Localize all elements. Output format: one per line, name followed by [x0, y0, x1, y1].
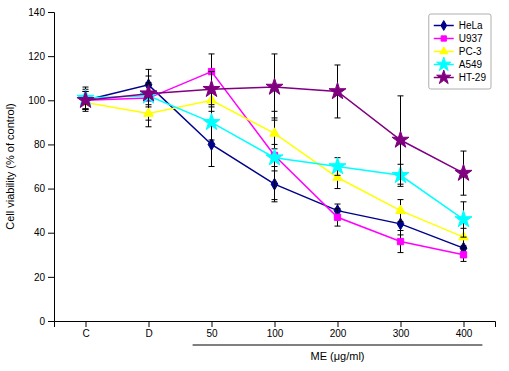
x-tick-mark — [149, 321, 150, 327]
y-tick: 120 — [28, 51, 54, 62]
x-tick-mark — [275, 321, 276, 327]
x-tick-label: C — [82, 328, 89, 339]
marker — [270, 128, 280, 136]
y-tick-mark — [48, 189, 54, 190]
marks — [77, 54, 472, 261]
marker — [266, 78, 283, 94]
x-tick: 50 — [206, 321, 218, 339]
legend-label: U937 — [459, 33, 483, 44]
marker — [266, 149, 283, 165]
legend-box — [429, 14, 491, 89]
marker — [77, 91, 94, 107]
legend-marker — [441, 21, 447, 31]
y-axis-line — [48, 13, 55, 322]
y-axis: 0 20 40 60 80 100 120 140 — [28, 7, 54, 327]
y-tick-label: 0 — [39, 316, 45, 327]
marker — [144, 108, 154, 116]
legend-item: A549 — [434, 57, 483, 71]
marker — [392, 131, 409, 147]
x-tick-mark — [212, 321, 213, 327]
x-tick-mark — [338, 321, 339, 327]
legend-marker — [440, 47, 448, 54]
marker — [460, 252, 466, 258]
series-line — [86, 87, 464, 173]
x-tick-label: 400 — [456, 328, 473, 339]
x-axis-title: ME (μg/ml) — [310, 350, 364, 362]
x-tick-mark — [401, 321, 402, 327]
x-tick: 100 — [267, 321, 284, 339]
chart: 0 20 40 60 80 100 120 140 C D 50 100 200 300 400 Cell v… — [0, 0, 509, 371]
marker — [140, 85, 157, 101]
error-bar — [398, 231, 404, 253]
legend-marker — [441, 36, 446, 41]
x-tick: 200 — [330, 321, 347, 339]
error-bar — [335, 208, 341, 226]
marker — [455, 164, 472, 180]
series — [82, 54, 466, 261]
y-tick-label: 60 — [34, 183, 46, 194]
legend-item: PC-3 — [434, 46, 482, 57]
x-tick-label: D — [145, 328, 152, 339]
series — [77, 54, 472, 195]
legend-item: U937 — [434, 33, 483, 44]
x-tick: 300 — [393, 321, 410, 339]
legend-label: HeLa — [459, 20, 483, 31]
marker — [334, 214, 340, 220]
y-tick: 100 — [28, 95, 54, 106]
x-tick: D — [145, 321, 152, 339]
y-tick: 140 — [28, 7, 54, 18]
legend-label: PC-3 — [459, 46, 482, 57]
y-tick-label: 20 — [34, 272, 46, 283]
y-tick-mark — [48, 100, 54, 101]
y-axis-title: Cell viability (% of control) — [4, 103, 16, 230]
x-label-underline — [193, 345, 483, 346]
x-tick-label: 100 — [267, 328, 284, 339]
x-axis-line — [55, 322, 496, 328]
marker — [203, 80, 220, 96]
marker — [329, 83, 346, 99]
y-tick-mark — [48, 56, 54, 57]
x-tick: C — [82, 321, 89, 339]
legend-label: HT-29 — [459, 72, 487, 83]
y-tick-mark — [48, 233, 54, 234]
x-tick-mark — [464, 321, 465, 327]
y-tick: 20 — [34, 272, 54, 283]
y-tick-label: 40 — [34, 227, 46, 238]
marker — [455, 211, 472, 227]
legend-item: HT-29 — [434, 70, 487, 84]
legend: HeLa U937 PC-3 A549 HT-29 — [429, 14, 491, 89]
x-tick-label: 200 — [330, 328, 347, 339]
y-tick: 60 — [34, 183, 54, 194]
x-tick-label: 300 — [393, 328, 410, 339]
y-tick-mark — [48, 321, 54, 322]
y-tick-mark — [48, 12, 54, 13]
y-tick-label: 80 — [34, 139, 46, 150]
y-tick-label: 120 — [28, 51, 45, 62]
y-tick-label: 100 — [28, 95, 45, 106]
y-tick-label: 140 — [28, 7, 45, 18]
x-tick-mark — [86, 321, 87, 327]
legend-label: A549 — [459, 59, 483, 70]
marker — [329, 158, 346, 174]
legend-marker — [437, 70, 451, 84]
x-tick-label: 50 — [206, 328, 218, 339]
y-tick: 40 — [34, 227, 54, 238]
error-bar — [461, 248, 467, 261]
marker — [397, 238, 403, 244]
y-tick: 80 — [34, 139, 54, 150]
legend-item: HeLa — [434, 20, 483, 31]
y-tick-mark — [48, 277, 54, 278]
plot: 0 20 40 60 80 100 120 140 C D 50 100 200 300 400 Cell v… — [4, 7, 496, 362]
y-tick: 0 — [39, 316, 54, 327]
series-line — [86, 100, 464, 237]
y-tick-mark — [48, 144, 54, 145]
x-tick: 400 — [456, 321, 473, 339]
marker — [203, 113, 220, 129]
marker — [396, 205, 406, 213]
x-axis: C D 50 100 200 300 400 — [55, 321, 496, 339]
